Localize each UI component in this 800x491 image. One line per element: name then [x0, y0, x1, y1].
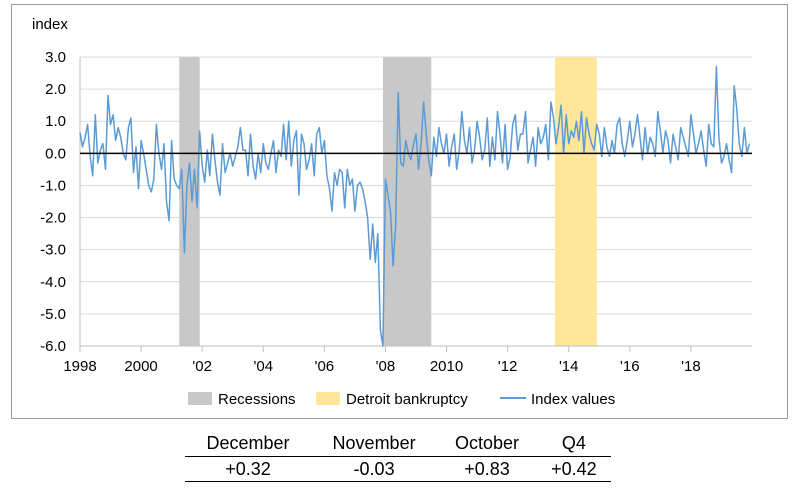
- y-tick-label-3: 0.0: [45, 145, 66, 162]
- x-tick-label-3: '04: [253, 358, 273, 375]
- shaded-period-2: [554, 57, 597, 346]
- y-tick-label-9: -6.0: [40, 338, 66, 355]
- y-tick-label-8: -5.0: [40, 306, 66, 323]
- x-tick-label-10: '18: [681, 358, 701, 375]
- index-line-chart: 3.0 2.0 1.0 0.0 -1.0 -2.0 -3.0 -4.0 -5.0 -6.0 inde…: [32, 16, 752, 408]
- legend-label-recessions: Recessions: [218, 391, 296, 408]
- value-november: -0.03: [311, 456, 438, 482]
- x-tick-label-8: '14: [559, 358, 579, 375]
- series-line-0: [79, 65, 751, 347]
- header-november: November: [311, 432, 438, 457]
- y-tick-label-1: 2.0: [45, 81, 66, 98]
- legend-label-index-values: Index values: [531, 391, 615, 408]
- header-december: December: [185, 432, 312, 457]
- header-q4: Q4: [536, 432, 611, 457]
- value-q4: +0.42: [536, 456, 611, 482]
- x-tick-label-2: '02: [192, 358, 212, 375]
- y-tick-label-0: 3.0: [45, 49, 66, 66]
- x-tick-label-5: '08: [376, 358, 396, 375]
- y-tick-label-4: -1.0: [40, 177, 66, 194]
- summary-table: December November October Q4 +0.32 -0.03…: [185, 432, 611, 482]
- legend-swatch-recessions: [188, 392, 212, 405]
- value-december: +0.32: [185, 456, 312, 482]
- summary-value-row: +0.32 -0.03 +0.83 +0.42: [185, 456, 611, 482]
- y-tick-label-6: -3.0: [40, 242, 66, 259]
- y-tick-label-2: 1.0: [45, 113, 66, 130]
- y-tick-label-7: -4.0: [40, 274, 66, 291]
- x-tick-label-6: 2010: [430, 358, 463, 375]
- x-tick-label-1: 2000: [124, 358, 157, 375]
- shaded-period-0: [179, 57, 200, 346]
- x-tick-label-7: '12: [498, 358, 518, 375]
- y-axis-label: index: [32, 16, 68, 33]
- x-tick-label-4: '06: [315, 358, 335, 375]
- x-tick-label-9: '16: [620, 358, 640, 375]
- y-tick-label-5: -2.0: [40, 210, 66, 227]
- header-october: October: [437, 432, 537, 457]
- value-october: +0.83: [437, 456, 537, 482]
- x-tick-label-0: 1998: [63, 358, 96, 375]
- shaded-period-1: [383, 57, 432, 346]
- legend-swatch-bankruptcy: [316, 392, 340, 405]
- legend-label-bankruptcy: Detroit bankruptcy: [346, 391, 468, 408]
- summary-header-row: December November October Q4: [185, 432, 611, 457]
